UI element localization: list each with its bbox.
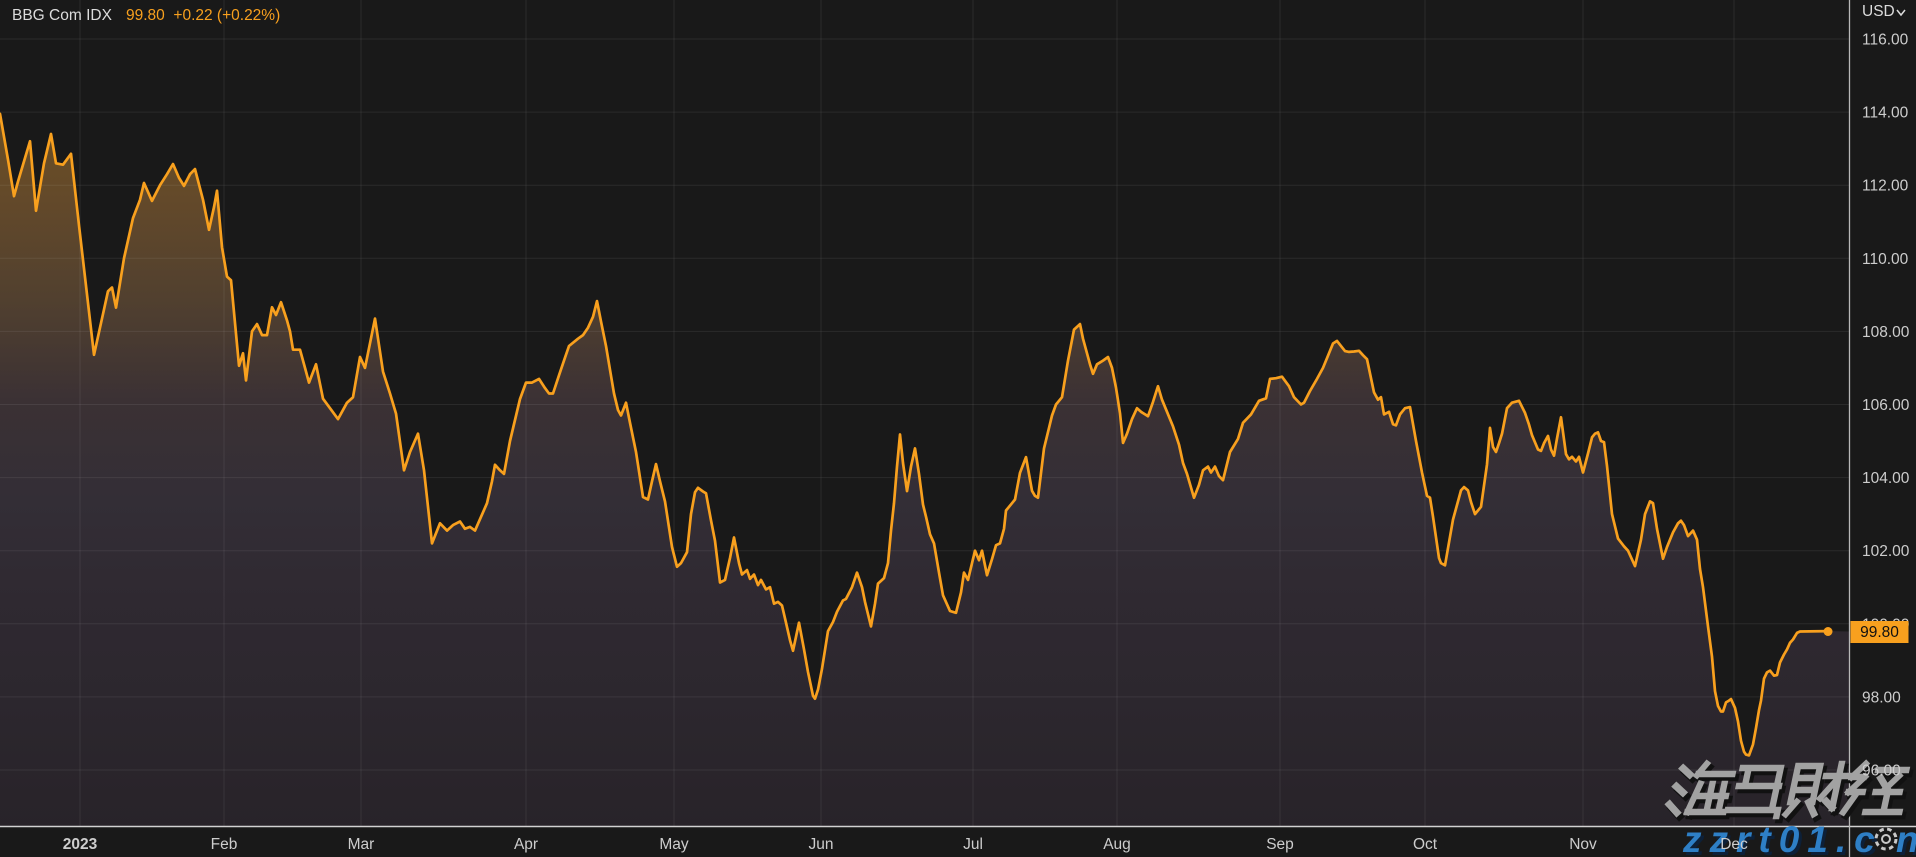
svg-text:112.00: 112.00 (1862, 178, 1909, 195)
svg-text:n: n (1899, 822, 1916, 857)
svg-text:104.00: 104.00 (1862, 470, 1910, 487)
svg-text:Feb: Feb (211, 836, 238, 853)
svg-text:zzrt01.c: zzrt01.c (1682, 819, 1883, 857)
svg-text:BBG Com IDX: BBG Com IDX (12, 7, 113, 24)
svg-text:114.00: 114.00 (1862, 105, 1909, 122)
svg-text:99.80: 99.80 (1860, 624, 1899, 641)
svg-text:99.80 +0.22 (+0.22%): 99.80 +0.22 (+0.22%) (126, 7, 280, 24)
svg-text:116.00: 116.00 (1862, 32, 1909, 49)
svg-text:Aug: Aug (1103, 836, 1131, 853)
svg-text:102.00: 102.00 (1862, 543, 1910, 560)
svg-text:USD: USD (1862, 3, 1895, 20)
svg-text:Oct: Oct (1413, 836, 1438, 853)
svg-text:106.00: 106.00 (1862, 397, 1910, 414)
svg-text:Dec: Dec (1720, 836, 1748, 853)
svg-text:98.00: 98.00 (1862, 689, 1901, 706)
svg-text:May: May (659, 836, 689, 853)
svg-text:zzrt01.c: zzrt01.c (1685, 822, 1886, 857)
svg-text:Nov: Nov (1569, 836, 1597, 853)
svg-text:Apr: Apr (514, 836, 538, 853)
svg-text:Sep: Sep (1266, 836, 1294, 853)
svg-text:108.00: 108.00 (1862, 324, 1910, 341)
svg-text:Jul: Jul (963, 836, 983, 853)
svg-text:Jun: Jun (809, 836, 834, 853)
svg-text:110.00: 110.00 (1862, 251, 1909, 268)
svg-text:2023: 2023 (63, 836, 98, 853)
svg-text:n: n (1896, 819, 1916, 857)
svg-text:96.00: 96.00 (1862, 763, 1901, 780)
svg-text:Mar: Mar (348, 836, 375, 853)
